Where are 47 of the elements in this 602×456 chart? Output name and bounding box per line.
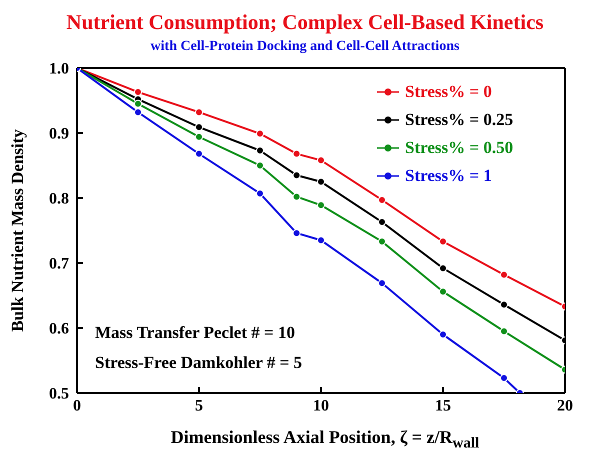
y-tick-label: 0.5 [49,386,69,403]
point [378,238,386,246]
point [256,162,264,170]
point [317,201,325,210]
annotation: Mass Transfer Peclet # = 10 [95,322,296,344]
point [195,150,203,158]
x-tick-label: 20 [557,397,573,414]
annotation: Stress-Free Damkohler # = 5 [95,352,302,374]
point [195,108,203,116]
point [292,229,301,238]
x-tick-label: 15 [435,397,451,414]
y-axis-title: Bulk Nutrient Mass Density [8,128,28,332]
y-tick-label: 1.0 [49,60,69,78]
point [317,236,325,244]
chart-subtitle: with Cell-Protein Docking and Cell-Cell Attractions [150,38,460,56]
y-tick-label: 0.8 [49,190,69,208]
point [439,288,447,296]
point [134,100,142,108]
point [256,130,264,138]
y-tick-label: 0.9 [49,126,69,143]
chart-title: Nutrient Consumption; Complex Cell-Based Kinetics [65,9,545,36]
point [292,192,301,201]
point [195,123,203,132]
x-tick-label: 5 [195,397,203,414]
y-tick-label: 0.6 [49,320,69,338]
point [378,279,386,288]
point [134,108,142,116]
point [500,270,508,279]
point [378,218,386,226]
point [292,150,301,158]
point [317,178,325,186]
legend-label: Stress% = 0 [405,81,492,103]
point [500,327,508,336]
x-tick-label: 0 [73,397,81,414]
legend-label: Stress% = 0.25 [405,109,514,131]
point [439,330,447,338]
y-tick-label: 0.7 [49,256,69,273]
point [317,156,325,164]
point [292,171,301,180]
point [439,264,447,272]
point [195,132,203,141]
legend-label: Stress% = 0.50 [405,137,514,159]
x-axis-title: Dimensionless Axial Position, ζ = z/R$_{wall}$ [170,427,480,453]
x-tick-label: 10 [313,397,329,414]
point [500,374,508,382]
legend-label: Stress% = 1 [405,165,492,187]
point [500,300,508,309]
